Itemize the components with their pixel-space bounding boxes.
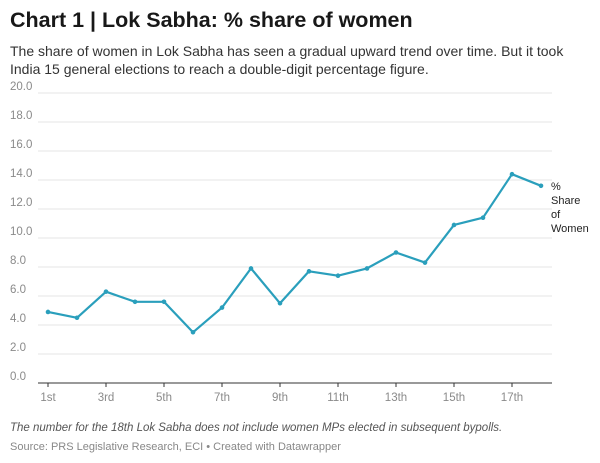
data-point: [190, 329, 196, 335]
data-point: [393, 250, 399, 255]
x-tick-label: 17th: [501, 392, 523, 404]
data-point: [509, 171, 515, 177]
y-tick-label: 8.0: [10, 255, 26, 267]
x-tick-label: 3rd: [98, 392, 115, 404]
data-point: [103, 289, 109, 294]
data-point: [451, 222, 457, 228]
y-tick-label: 0.0: [10, 371, 26, 383]
x-tick-label: 11th: [327, 392, 349, 404]
y-tick-label: 14.0: [10, 168, 32, 180]
x-tick-label: 9th: [272, 392, 288, 404]
data-point: [132, 299, 138, 305]
x-tick-label: 1st: [40, 392, 56, 404]
series-line: [46, 173, 543, 334]
y-tick-label: 16.0: [10, 139, 32, 151]
y-tick-label: 20.0: [10, 81, 32, 93]
series-label-line: %: [551, 181, 561, 193]
line-chart: 0.02.04.06.08.010.012.014.016.018.020.0 …: [10, 81, 589, 404]
gridlines: [38, 92, 552, 384]
data-point: [74, 315, 80, 321]
x-tick-label: 15th: [443, 392, 465, 404]
series-women-share: [45, 171, 544, 335]
series-label-line: of: [551, 209, 561, 221]
x-axis-labels: 1st 3rd 5th 7th 9th 11th 13th 15th 17th: [40, 383, 523, 404]
series-label-line: Women: [551, 223, 589, 235]
chart-source: Source: PRS Legislative Research, ECI • …: [10, 441, 341, 453]
x-tick-label: 5th: [156, 392, 172, 404]
data-point: [335, 273, 341, 278]
data-point: [364, 266, 370, 271]
series-label: % Share of Women: [551, 181, 589, 235]
data-point: [480, 215, 486, 220]
chart-subtitle: The share of women in Lok Sabha has seen…: [10, 43, 564, 77]
y-tick-label: 10.0: [10, 226, 32, 238]
series-label-line: Share: [551, 195, 580, 207]
x-tick-label: 7th: [214, 392, 230, 404]
data-point: [277, 300, 283, 306]
data-point: [45, 309, 51, 315]
data-point: [422, 260, 428, 265]
y-tick-label: 6.0: [10, 284, 26, 296]
data-point: [248, 266, 254, 271]
data-point: [161, 299, 167, 305]
data-point: [538, 183, 544, 189]
chart-title: Chart 1 | Lok Sabha: % share of women: [10, 8, 413, 32]
x-tick-label: 13th: [385, 392, 407, 404]
y-axis-labels: 0.0 2.0 4.0 6.0 8.0 10.0 12.0 14.0 16.0 18.0 20.0: [10, 81, 32, 383]
data-point: [306, 269, 312, 274]
y-tick-label: 18.0: [10, 110, 32, 122]
y-tick-label: 4.0: [10, 313, 26, 325]
chart-note: The number for the 18th Lok Sabha does n…: [10, 422, 503, 434]
y-tick-label: 12.0: [10, 197, 32, 209]
y-tick-label: 2.0: [10, 342, 26, 354]
data-point: [219, 305, 225, 310]
